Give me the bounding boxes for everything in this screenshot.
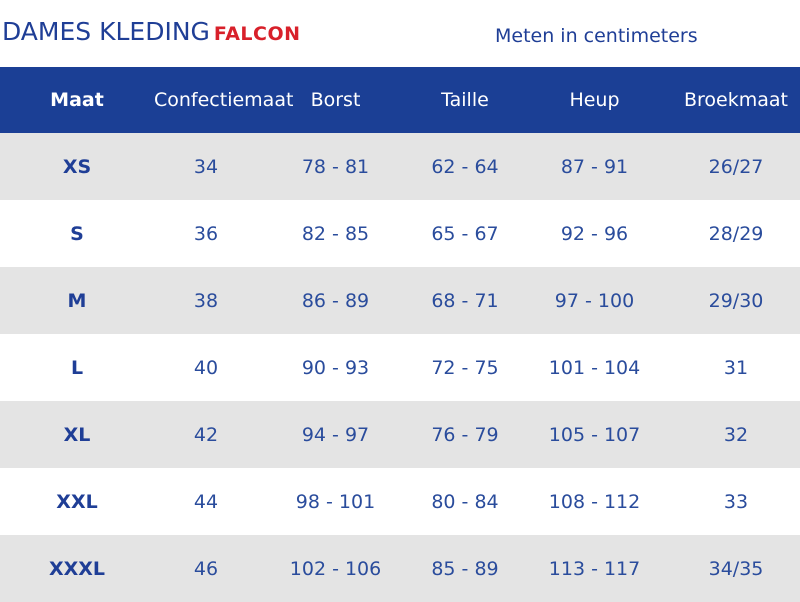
cell-heup: 108 - 112 [548,490,641,513]
column-header-borst: Borst [310,89,361,111]
cell-borst: 86 - 89 [301,289,370,312]
cell-taille: 80 - 84 [431,490,499,513]
cell-size: M [67,289,87,312]
cell-heup: 87 - 91 [560,155,629,178]
table-row: XS 34 78 - 81 62 - 64 87 - 91 26/27 [0,133,800,200]
cell-taille: 65 - 67 [431,222,499,245]
table-row: M 38 86 - 89 68 - 71 97 - 100 29/30 [0,267,800,334]
cell-taille: 72 - 75 [431,356,499,379]
cell-taille: 85 - 89 [431,557,499,580]
cell-size: S [70,222,84,245]
cell-heup: 113 - 117 [548,557,641,580]
cell-broekmaat: 33 [723,490,749,513]
cell-confectiemaat: 36 [193,222,219,245]
table-row: XXL 44 98 - 101 80 - 84 108 - 112 33 [0,468,800,535]
cell-size: XS [62,155,92,178]
cell-borst: 102 - 106 [289,557,382,580]
page-header: DAMES KLEDING FALCON Meten in centimeters [0,0,800,67]
brand-name: FALCON [213,23,301,45]
table-row: L 40 90 - 93 72 - 75 101 - 104 31 [0,334,800,401]
cell-heup: 97 - 100 [554,289,635,312]
cell-size: XXXL [48,557,106,580]
size-table: Maat Confectiemaat Borst Taille Heup Bro… [0,67,800,602]
title-text: DAMES KLEDING [2,17,210,46]
cell-borst: 78 - 81 [301,155,370,178]
cell-borst: 82 - 85 [301,222,370,245]
cell-taille: 68 - 71 [431,289,499,312]
column-header-taille: Taille [441,89,489,111]
cell-taille: 76 - 79 [431,423,499,446]
cell-confectiemaat: 34 [193,155,219,178]
cell-borst: 98 - 101 [295,490,376,513]
cell-size: XL [63,423,91,446]
cell-heup: 105 - 107 [548,423,641,446]
column-header-broekmaat: Broekmaat [684,89,788,111]
cell-heup: 101 - 104 [548,356,641,379]
column-header-confectiemaat: Confectiemaat [154,89,294,111]
cell-confectiemaat: 42 [193,423,219,446]
table-header-row: Maat Confectiemaat Borst Taille Heup Bro… [0,67,800,133]
cell-size: XXL [56,490,98,513]
cell-broekmaat: 31 [723,356,749,379]
column-header-heup: Heup [569,89,620,111]
cell-borst: 90 - 93 [301,356,370,379]
table-row: XXXL 46 102 - 106 85 - 89 113 - 117 34/35 [0,535,800,602]
page-title: DAMES KLEDING FALCON [2,17,301,46]
cell-confectiemaat: 44 [193,490,219,513]
cell-borst: 94 - 97 [301,423,370,446]
cell-broekmaat: 29/30 [708,289,764,312]
cell-confectiemaat: 38 [193,289,219,312]
cell-size: L [70,356,84,379]
cell-broekmaat: 26/27 [708,155,764,178]
cell-broekmaat: 32 [723,423,749,446]
cell-confectiemaat: 46 [193,557,219,580]
table-row: S 36 82 - 85 65 - 67 92 - 96 28/29 [0,200,800,267]
table-row: XL 42 94 - 97 76 - 79 105 - 107 32 [0,401,800,468]
table-body: XS 34 78 - 81 62 - 64 87 - 91 26/27 S 36 82 - 85… [0,133,800,602]
cell-heup: 92 - 96 [560,222,629,245]
units-note: Meten in centimeters [495,25,698,47]
column-header-maat: Maat [50,89,104,111]
cell-broekmaat: 28/29 [708,222,764,245]
cell-confectiemaat: 40 [193,356,219,379]
cell-broekmaat: 34/35 [708,557,764,580]
cell-taille: 62 - 64 [431,155,499,178]
